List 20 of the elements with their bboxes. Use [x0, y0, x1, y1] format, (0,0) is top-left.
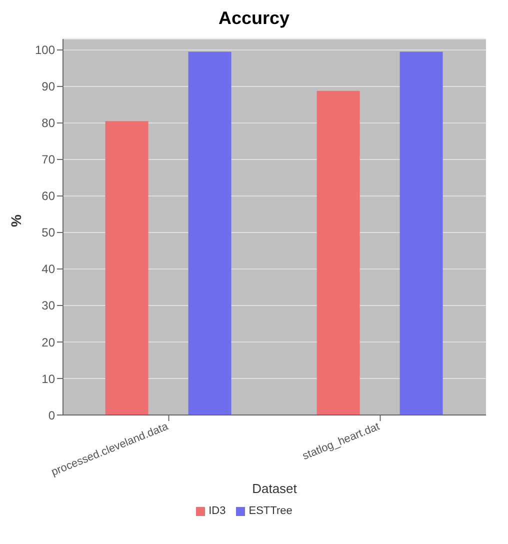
x-axis-title: Dataset — [252, 481, 298, 496]
y-tick-label: 30 — [42, 298, 56, 313]
y-axis-title: % — [8, 214, 24, 227]
y-tick-label: 60 — [42, 189, 56, 204]
bar — [188, 52, 232, 415]
legend-label: ESTTree — [248, 505, 292, 517]
y-tick-label: 50 — [42, 226, 56, 240]
legend-label: ID3 — [208, 505, 226, 517]
y-tick-label: 10 — [42, 372, 56, 386]
bar — [105, 121, 148, 415]
y-tick-label: 40 — [42, 262, 56, 276]
y-tick-label: 70 — [42, 152, 56, 167]
bar — [316, 90, 360, 415]
y-tick-label: 20 — [42, 335, 56, 350]
y-tick-label: 0 — [48, 408, 56, 422]
chart-title: Accurcy — [217, 8, 291, 29]
y-tick-label: 90 — [42, 80, 56, 94]
bar — [400, 52, 443, 415]
y-tick-label: 100 — [34, 43, 56, 58]
y-tick-label: 80 — [42, 116, 56, 130]
